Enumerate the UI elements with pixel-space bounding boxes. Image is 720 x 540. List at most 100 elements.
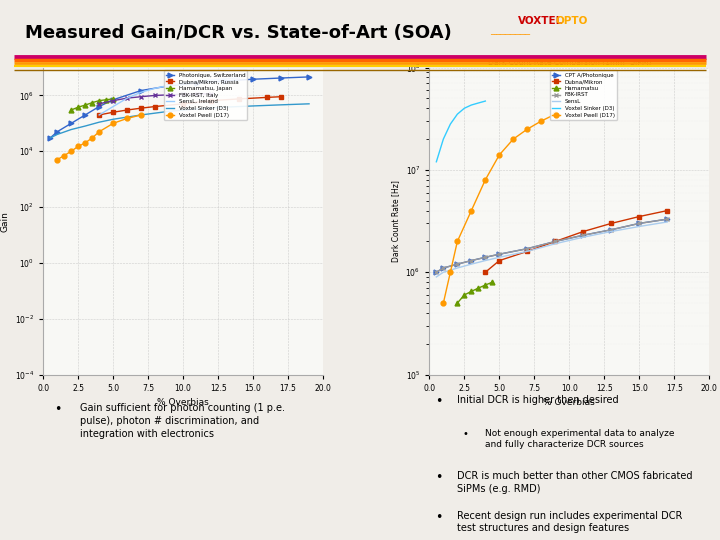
FBK-IRST (495, 251, 504, 258)
Voxtel Sinker (D3) (221, 104, 230, 110)
Voxtel Sinker (D3) (53, 131, 61, 138)
FBK-IRST, Italy (150, 92, 159, 99)
Dubna/Mikron (481, 269, 490, 275)
SensL (481, 258, 490, 264)
SensL (439, 269, 448, 275)
Dubna/Mikron (551, 238, 559, 245)
Hamamatsu, Japan (109, 96, 117, 102)
FBK-IRST (523, 245, 531, 252)
Voxtel Sinker (D3) (137, 112, 145, 118)
Dubna/Mikron, Russia (179, 100, 187, 107)
SensL, Ireland (179, 80, 187, 86)
Line: Voxtel Pwell (D17): Voxtel Pwell (D17) (55, 112, 143, 162)
Voxtel Pwell (D17) (109, 120, 117, 126)
Dubna/Mikron (663, 207, 672, 214)
X-axis label: % Overbias: % Overbias (544, 398, 595, 407)
Hamamatsu (488, 279, 497, 286)
FBK-IRST (439, 265, 448, 271)
Voxtel Sinker (D3) (276, 102, 285, 108)
Voxtel Sinker (D3) (193, 106, 202, 112)
Hamamatsu, Japan (88, 99, 96, 106)
SensL (579, 234, 588, 240)
SensL (607, 228, 616, 235)
Voxtel Sinker (D3) (248, 103, 257, 109)
Voxtel Sinker (D3) (446, 121, 454, 127)
SensL (663, 219, 672, 225)
Voxtel Pwell (D17) (81, 140, 89, 146)
FBK-IRST (432, 269, 441, 275)
Photonique, Switzerland (67, 120, 76, 126)
Voxtel Sinker (D3) (474, 100, 482, 106)
Dubna/Mikron, Russia (263, 94, 271, 100)
Legend: Photonique, Switzerland, Dubna/Mikron, Russia, Hamamatsu, Japan, FBK-IRST, Italy: Photonique, Switzerland, Dubna/Mikron, R… (163, 70, 248, 120)
CPT A/Photonique (579, 232, 588, 239)
Line: Voxtel Sinker (D3): Voxtel Sinker (D3) (436, 101, 485, 162)
Photonique, Switzerland (248, 76, 257, 83)
Text: DCR is much better than other CMOS fabricated
SiPMs (e.g. RMD): DCR is much better than other CMOS fabri… (457, 471, 693, 494)
Voxtel Sinker (D3) (95, 119, 104, 125)
FBK-IRST (551, 238, 559, 245)
Dubna/Mikron, Russia (109, 109, 117, 116)
Dubna/Mikron (607, 220, 616, 227)
Photonique, Switzerland (81, 112, 89, 118)
Line: Hamamatsu: Hamamatsu (455, 280, 495, 306)
Text: Gain sufficient for photon counting (1 p.e.
pulse), photon # discrimination, and: Gain sufficient for photon counting (1 p… (80, 403, 284, 439)
Hamamatsu, Japan (95, 97, 104, 104)
Photonique, Switzerland (193, 80, 202, 86)
Voxtel Pwell (D17) (60, 152, 68, 159)
Voxtel Pwell (D17) (74, 143, 83, 150)
Dubna/Mikron (635, 213, 644, 220)
Line: Hamamatsu, Japan: Hamamatsu, Japan (68, 97, 116, 112)
Hamamatsu (460, 292, 469, 298)
SensL, Ireland (137, 89, 145, 96)
Photonique, Switzerland (95, 103, 104, 110)
Voxtel Pwell (D17) (467, 207, 476, 214)
Dubna/Mikron, Russia (276, 93, 285, 100)
Voxtel Pwell (D17) (53, 157, 61, 163)
Line: Dubna/Mikron, Russia: Dubna/Mikron, Russia (96, 94, 284, 117)
Y-axis label: Gain: Gain (0, 211, 9, 232)
Line: SensL: SensL (436, 222, 667, 277)
CPT A/Photonique (481, 254, 490, 260)
Voxtel Pwell (D17) (95, 129, 104, 135)
Dubna/Mikron (495, 258, 504, 264)
Line: CPT A/Photonique: CPT A/Photonique (434, 217, 670, 275)
Text: VOXTEL: VOXTEL (518, 16, 564, 26)
Voxtel Sinker (D3) (467, 102, 476, 108)
Text: •: • (435, 511, 442, 524)
FBK-IRST, Italy (193, 91, 202, 97)
Dubna/Mikron, Russia (150, 103, 159, 110)
Dubna/Mikron (579, 228, 588, 235)
Text: •: • (55, 403, 62, 416)
SensL (551, 240, 559, 247)
SensL, Ireland (165, 82, 174, 89)
Voxtel Sinker (D3) (305, 100, 313, 107)
Voxtel Pwell (D17) (67, 148, 76, 154)
FBK-IRST (453, 261, 462, 267)
FBK-IRST, Italy (179, 91, 187, 98)
Dubna/Mikron, Russia (95, 112, 104, 118)
Voxtel Pwell (D17) (439, 300, 448, 306)
Photonique, Switzerland (53, 129, 61, 135)
Dubna/Mikron, Russia (207, 97, 215, 104)
FBK-IRST, Italy (95, 100, 104, 107)
SensL, Ireland (150, 85, 159, 92)
FBK-IRST, Italy (165, 92, 174, 98)
FBK-IRST (607, 226, 616, 233)
Photonique, Switzerland (46, 134, 55, 141)
Voxtel Sinker (D3) (81, 123, 89, 129)
Photonique, Switzerland (221, 78, 230, 84)
Voxtel Pwell (D17) (523, 126, 531, 132)
Hamamatsu (481, 282, 490, 288)
SensL (635, 223, 644, 230)
SensL, Ireland (193, 78, 202, 85)
Text: •: • (435, 395, 442, 408)
Title: Dark Count Rate Comparsion (1mm² SiPM): Dark Count Rate Comparsion (1mm² SiPM) (487, 58, 651, 67)
Voxtel Sinker (D3) (439, 136, 448, 143)
Voxtel Sinker (D3) (46, 134, 55, 141)
FBK-IRST (663, 216, 672, 222)
SensL, Ireland (95, 112, 104, 118)
Voxtel Pwell (D17) (446, 269, 454, 275)
Dubna/Mikron (523, 248, 531, 254)
Hamamatsu, Japan (67, 107, 76, 113)
